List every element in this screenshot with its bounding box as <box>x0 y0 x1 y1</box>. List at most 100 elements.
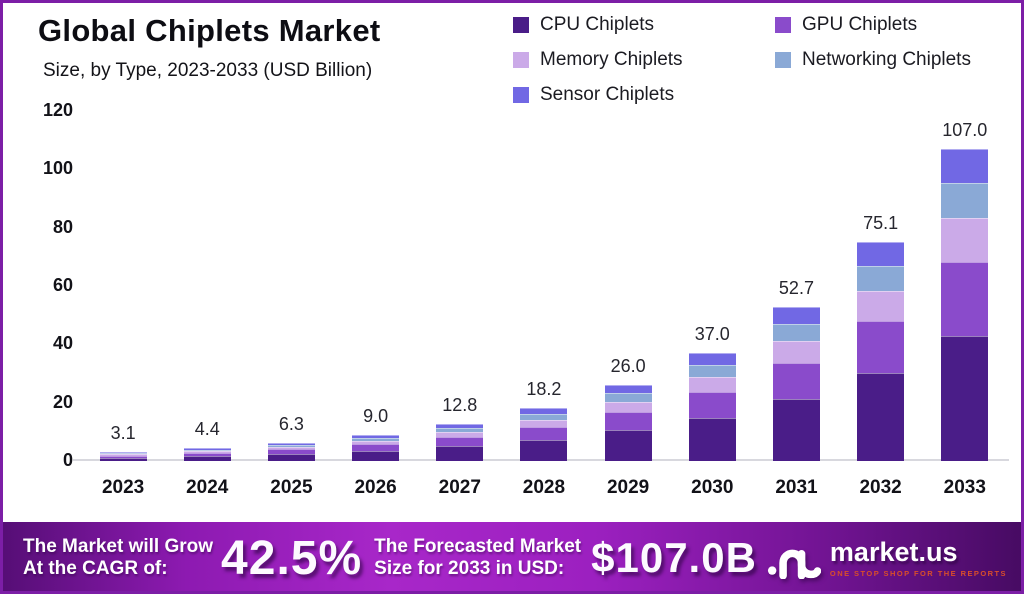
bar-segment-sensor-chiplets <box>99 451 147 453</box>
bar-group-2033: 107.0 <box>923 108 1007 461</box>
bar-stack <box>941 148 989 461</box>
legend-item-memory-chiplets: Memory Chiplets <box>513 49 775 71</box>
bar-segment-networking-chiplets <box>688 364 736 377</box>
market-us-logo-icon <box>767 549 821 579</box>
bar-total-label: 18.2 <box>526 379 562 400</box>
bar-stack <box>352 434 400 461</box>
y-tick-80: 80 <box>52 216 73 237</box>
x-tick-2029: 2029 <box>606 477 650 498</box>
bar-total-label: 52.7 <box>778 278 814 299</box>
x-tick-2028: 2028 <box>522 477 566 498</box>
forecast-label: The Forecasted Market Size for 2033 in U… <box>374 536 581 581</box>
bar-group-2024: 4.4 <box>165 108 249 461</box>
bars: 3.1 4.4 6.3 9.0 12.8 18.2 26.0 37.0 52.7 75.1 107.… <box>81 108 1007 461</box>
legend-label: Networking Chiplets <box>802 49 971 70</box>
bar-segment-memory-chiplets <box>99 454 147 456</box>
cagr-value: 42.5% <box>221 531 363 585</box>
bar-segment-sensor-chiplets <box>436 423 484 428</box>
bar-segment-gpu-chiplets <box>436 437 484 447</box>
bar-segment-gpu-chiplets <box>772 362 820 400</box>
cagr-label-line2: At the CAGR of: <box>23 558 168 579</box>
bar-stack <box>183 448 231 461</box>
bar-segment-memory-chiplets <box>772 341 820 363</box>
brand-text: market.us ONE STOP SHOP FOR THE REPORTS <box>830 538 1007 578</box>
bar-segment-gpu-chiplets <box>604 412 652 431</box>
bar-total-label: 6.3 <box>278 413 304 434</box>
x-tick-2030: 2030 <box>691 477 734 498</box>
bar-total-label: 37.0 <box>694 323 730 344</box>
bar-segment-sensor-chiplets <box>520 408 568 415</box>
bar-group-2023: 3.1 <box>81 108 165 461</box>
bar-segment-networking-chiplets <box>520 414 568 420</box>
bar-segment-cpu-chiplets <box>520 439 568 461</box>
forecast-label-line2: Size for 2033 in USD: <box>374 558 565 579</box>
x-tick-2024: 2024 <box>186 477 229 498</box>
bar-stack <box>688 352 736 461</box>
bar-segment-cpu-chiplets <box>772 399 820 461</box>
bar-segment-networking-chiplets <box>436 427 484 433</box>
bar-total-label: 107.0 <box>942 119 988 140</box>
legend-label: Memory Chiplets <box>540 49 683 70</box>
bar-stack <box>604 385 652 461</box>
bar-segment-memory-chiplets <box>267 446 315 450</box>
bar-group-2031: 52.7 <box>754 108 838 461</box>
footer-banner: The Market will Grow At the CAGR of: 42.… <box>3 522 1021 591</box>
cagr-label: The Market will Grow At the CAGR of: <box>23 536 213 581</box>
x-axis-labels: 2023 2024 2025 2026 2027 2028 2029 2030 2031 2032… <box>81 477 1007 499</box>
chart-subtitle: Size, by Type, 2023-2033 (USD Billion) <box>43 60 373 81</box>
bar-total-label: 3.1 <box>110 422 136 443</box>
bar-total-label: 4.4 <box>194 419 220 440</box>
legend-swatch-gpu-chiplets <box>775 17 791 33</box>
bar-segment-cpu-chiplets <box>352 450 400 461</box>
bar-group-2028: 18.2 <box>502 108 586 461</box>
y-tick-100: 100 <box>42 158 73 179</box>
bar-segment-networking-chiplets <box>857 266 905 291</box>
y-tick-0: 0 <box>62 450 73 470</box>
legend-swatch-networking-chiplets <box>775 52 791 68</box>
legend-swatch-memory-chiplets <box>513 52 529 68</box>
bar-segment-cpu-chiplets <box>183 455 231 461</box>
bar-group-2025: 6.3 <box>249 108 333 461</box>
legend: CPU Chiplets GPU Chiplets Memory Chiplets N… <box>513 14 971 106</box>
bar-segment-networking-chiplets <box>267 444 315 447</box>
bar-group-2026: 9.0 <box>334 108 418 461</box>
x-tick-2023: 2023 <box>101 477 145 498</box>
x-tick-2025: 2025 <box>270 477 313 498</box>
bar-segment-gpu-chiplets <box>941 261 989 336</box>
bar-segment-sensor-chiplets <box>352 434 400 438</box>
bar-group-2029: 26.0 <box>586 108 670 461</box>
bar-segment-gpu-chiplets <box>688 391 736 418</box>
y-tick-40: 40 <box>52 333 73 354</box>
bar-segment-sensor-chiplets <box>183 448 231 450</box>
bar-segment-memory-chiplets <box>941 218 989 262</box>
legend-swatch-sensor-chiplets <box>513 87 529 103</box>
bar-segment-memory-chiplets <box>436 432 484 438</box>
bar-segment-networking-chiplets <box>99 452 147 454</box>
bar-segment-gpu-chiplets <box>352 444 400 451</box>
bar-segment-networking-chiplets <box>772 324 820 342</box>
bar-segment-memory-chiplets <box>183 451 231 453</box>
bar-segment-gpu-chiplets <box>267 449 315 454</box>
y-tick-20: 20 <box>52 391 73 412</box>
bar-segment-networking-chiplets <box>183 449 231 452</box>
bar-stack <box>436 423 484 461</box>
legend-label: GPU Chiplets <box>802 14 918 35</box>
bar-segment-networking-chiplets <box>941 183 989 219</box>
bar-segment-cpu-chiplets <box>604 430 652 461</box>
forecast-label-line1: The Forecasted Market <box>374 535 582 557</box>
bar-segment-cpu-chiplets <box>267 453 315 461</box>
bar-segment-networking-chiplets <box>352 437 400 441</box>
x-tick-2031: 2031 <box>775 477 818 498</box>
cagr-label-line1: The Market will Grow <box>23 535 214 557</box>
brand-block: market.us ONE STOP SHOP FOR THE REPORTS <box>767 537 1007 579</box>
bar-segment-gpu-chiplets <box>99 455 147 458</box>
bar-group-2027: 12.8 <box>418 108 502 461</box>
x-tick-2033: 2033 <box>943 477 986 498</box>
bar-stack <box>99 451 147 461</box>
bar-segment-cpu-chiplets <box>857 372 905 461</box>
bar-stack <box>857 242 905 461</box>
bar-segment-memory-chiplets <box>604 401 652 413</box>
forecast-value: $107.0B <box>591 534 757 581</box>
legend-swatch-cpu-chiplets <box>513 17 529 33</box>
